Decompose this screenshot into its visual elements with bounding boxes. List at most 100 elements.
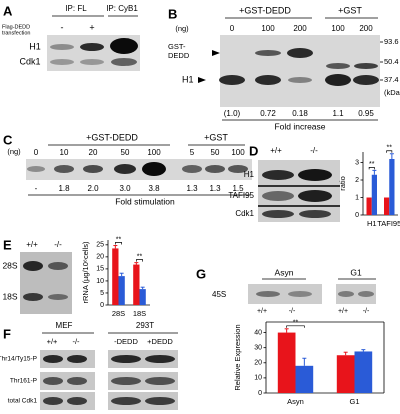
significance-label: ** [369, 161, 375, 168]
band [325, 74, 351, 86]
bar [371, 174, 377, 215]
band [23, 293, 43, 301]
band [219, 75, 245, 85]
label: 1.3 [209, 184, 221, 193]
label: 200 [359, 24, 373, 33]
arrow [198, 77, 206, 83]
significance-bracket [286, 325, 305, 328]
label: 1.5 [232, 184, 244, 193]
y-tick-label: 1 [355, 194, 359, 201]
bar [389, 159, 395, 215]
panel-letter: G [196, 266, 206, 281]
band [205, 165, 225, 173]
label: Asyn [275, 267, 294, 277]
band [182, 165, 202, 173]
label: 100 [231, 148, 245, 157]
significance-label: ** [116, 236, 122, 243]
y-tick-label: 10 [254, 375, 262, 382]
label: Thr14/Ty15-P [0, 356, 37, 363]
label: -/- [310, 146, 318, 155]
label: - [61, 22, 64, 32]
band [27, 166, 45, 172]
band [145, 397, 175, 405]
band [262, 210, 294, 218]
label: 0.95 [358, 109, 374, 118]
bar [277, 332, 296, 393]
band [145, 377, 175, 385]
label: -/- [289, 308, 296, 315]
y-axis-label: rRNA (µg/10⁶cells) [81, 241, 90, 304]
band [43, 355, 63, 363]
label: GST- [168, 42, 186, 51]
band [43, 377, 63, 385]
bar [118, 276, 125, 305]
band [145, 355, 175, 363]
band [298, 169, 332, 181]
band [288, 77, 312, 83]
label: -/- [54, 240, 62, 249]
band [114, 164, 136, 174]
x-tick-label: 18S [133, 309, 146, 318]
band [262, 191, 294, 201]
label: 100 [147, 148, 161, 157]
label: 37.4 [384, 75, 399, 84]
band [111, 355, 141, 363]
label: (kDa) [384, 88, 400, 97]
band [358, 291, 374, 297]
label: IP: FL [65, 4, 87, 13]
band [80, 43, 104, 51]
band [111, 58, 137, 66]
band [67, 377, 87, 385]
band [255, 50, 281, 56]
label: 0.18 [292, 109, 308, 118]
arrow [212, 50, 220, 56]
band [54, 165, 74, 173]
label: 100 [331, 24, 345, 33]
label: H1 [182, 74, 194, 84]
label: Flag-DEDD [2, 24, 30, 30]
y-tick-label: 15 [96, 266, 104, 273]
label: +/+ [47, 337, 58, 346]
y-tick-label: 20 [254, 360, 262, 367]
label: MEF [56, 321, 73, 330]
label: 2.0 [87, 184, 99, 193]
band [256, 291, 280, 297]
bar [384, 197, 390, 215]
y-tick-label: 10 [96, 278, 104, 285]
band [43, 397, 63, 405]
label: 18S [2, 291, 17, 301]
bar [139, 289, 146, 305]
label: 293T [136, 321, 154, 330]
label: 5 [190, 148, 195, 157]
label: 28S [2, 260, 17, 270]
label: Cdk1 [235, 209, 254, 218]
blot [108, 372, 178, 390]
band [67, 397, 87, 405]
label: 1.3 [186, 184, 198, 193]
panel-letter: B [168, 6, 177, 21]
label: 50 [121, 148, 130, 157]
label: TAFI95 [228, 191, 254, 200]
band [23, 261, 43, 271]
panel-letter: D [249, 143, 258, 158]
y-tick-label: 30 [254, 345, 262, 352]
band [288, 291, 312, 297]
label: G1 [350, 267, 362, 277]
label: 50.4 [384, 57, 399, 66]
label: -/- [363, 308, 370, 315]
label: +/+ [338, 308, 348, 315]
label: IP: CyB1 [106, 4, 138, 13]
significance-label: ** [293, 320, 299, 327]
y-tick-label: 0 [258, 390, 262, 397]
blot [26, 159, 252, 180]
y-tick-label: 0 [355, 212, 359, 219]
label: 0 [34, 148, 39, 157]
label: +/+ [257, 308, 267, 315]
panel-letter: A [3, 3, 13, 18]
label: 0 [230, 24, 235, 33]
band [287, 48, 313, 58]
band [338, 291, 354, 297]
y-tick-label: 25 [96, 242, 104, 249]
label: 1.1 [332, 109, 344, 118]
band [326, 63, 350, 69]
